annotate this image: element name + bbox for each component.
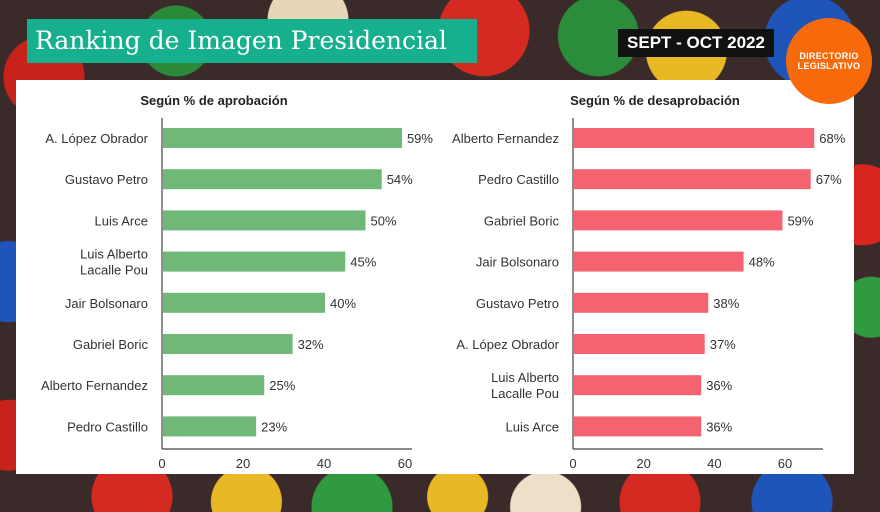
data-label: 36% bbox=[706, 419, 732, 434]
data-label: 54% bbox=[387, 172, 413, 187]
category-label: Gustavo Petro bbox=[476, 296, 559, 311]
data-label: 67% bbox=[816, 172, 842, 187]
bar bbox=[163, 292, 325, 313]
category-label: Luis Alberto Lacalle Pou bbox=[491, 370, 559, 401]
category-label: A. López Obrador bbox=[456, 337, 559, 352]
x-tick-label: 40 bbox=[317, 456, 331, 471]
bar bbox=[163, 128, 402, 148]
chart-title: Según % de aprobación bbox=[140, 93, 287, 108]
bar bbox=[574, 292, 709, 313]
bar bbox=[574, 169, 811, 190]
category-label: Luis Alberto Lacalle Pou bbox=[80, 247, 148, 278]
bar bbox=[163, 251, 346, 272]
data-label: 38% bbox=[713, 296, 739, 311]
category-label: Jair Bolsonaro bbox=[476, 255, 559, 270]
bar bbox=[574, 210, 783, 231]
category-label: Gabriel Boric bbox=[484, 213, 560, 228]
data-label: 59% bbox=[787, 213, 813, 228]
data-label: 45% bbox=[350, 255, 376, 270]
category-label: Alberto Fernandez bbox=[41, 378, 148, 393]
category-label: Pedro Castillo bbox=[478, 172, 559, 187]
x-tick-label: 20 bbox=[636, 456, 650, 471]
bar bbox=[163, 416, 257, 437]
chart-title: Según % de desaprobación bbox=[570, 93, 740, 108]
data-label: 59% bbox=[407, 131, 433, 146]
data-label: 40% bbox=[330, 296, 356, 311]
bar bbox=[163, 169, 382, 190]
data-label: 32% bbox=[298, 337, 324, 352]
data-label: 50% bbox=[371, 213, 397, 228]
bar bbox=[163, 210, 366, 231]
bar bbox=[574, 251, 744, 272]
bar bbox=[574, 334, 705, 354]
data-label: 23% bbox=[261, 419, 287, 434]
bar bbox=[163, 375, 265, 396]
category-label: A. López Obrador bbox=[45, 131, 148, 146]
category-label: Pedro Castillo bbox=[67, 419, 148, 434]
data-label: 36% bbox=[706, 378, 732, 393]
category-label: Luis Arce bbox=[95, 213, 148, 228]
bar bbox=[574, 128, 815, 148]
period-badge: SEPT - OCT 2022 bbox=[618, 29, 774, 57]
x-tick-label: 20 bbox=[236, 456, 250, 471]
x-tick-label: 40 bbox=[707, 456, 721, 471]
category-label: Gabriel Boric bbox=[73, 337, 149, 352]
data-label: 25% bbox=[269, 378, 295, 393]
chart-disapproval: Según % de desaprobación 68% Alberto Ferna… bbox=[452, 93, 846, 471]
data-label: 48% bbox=[749, 255, 775, 270]
category-label: Jair Bolsonaro bbox=[65, 296, 148, 311]
x-tick-label: 60 bbox=[398, 456, 412, 471]
logo-line-1: DIRECTORIO bbox=[799, 51, 859, 61]
x-tick-label: 0 bbox=[569, 456, 576, 471]
logo-line-2: LEGISLATIVO bbox=[797, 61, 861, 71]
page-title: Ranking de Imagen Presidencial bbox=[27, 19, 477, 63]
category-label: Alberto Fernandez bbox=[452, 131, 559, 146]
data-label: 68% bbox=[819, 131, 845, 146]
bar bbox=[163, 334, 293, 354]
chart-approval: Según % de aprobación 59% A. López Obrador… bbox=[41, 93, 433, 471]
bar bbox=[574, 416, 702, 437]
x-tick-label: 0 bbox=[158, 456, 165, 471]
category-label: Gustavo Petro bbox=[65, 172, 148, 187]
bar bbox=[574, 375, 702, 396]
x-tick-label: 60 bbox=[778, 456, 792, 471]
data-label: 37% bbox=[710, 337, 736, 352]
category-label: Luis Arce bbox=[506, 419, 559, 434]
brand-logo: DIRECTORIO LEGISLATIVO bbox=[786, 18, 872, 104]
